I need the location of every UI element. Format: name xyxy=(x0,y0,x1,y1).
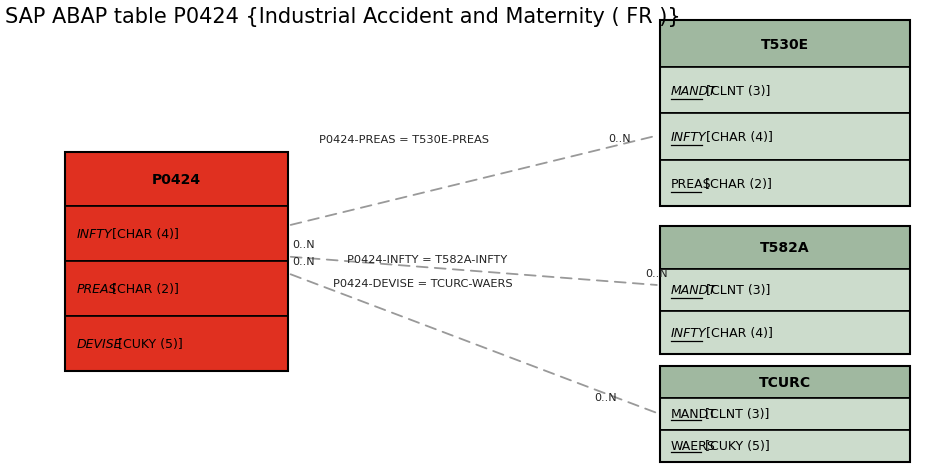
Text: P0424-DEVISE = TCURC-WAERS: P0424-DEVISE = TCURC-WAERS xyxy=(332,278,512,288)
FancyBboxPatch shape xyxy=(659,114,909,161)
Text: WAERS: WAERS xyxy=(670,439,715,452)
FancyBboxPatch shape xyxy=(65,262,288,317)
FancyBboxPatch shape xyxy=(65,317,288,371)
Text: [CHAR (2)]: [CHAR (2)] xyxy=(108,283,178,296)
FancyBboxPatch shape xyxy=(659,21,909,68)
Text: DEVISE: DEVISE xyxy=(76,337,122,350)
Text: PREAS: PREAS xyxy=(670,178,711,190)
Text: INFTY: INFTY xyxy=(670,131,705,144)
FancyBboxPatch shape xyxy=(659,430,909,462)
Text: [CLNT (3)]: [CLNT (3)] xyxy=(702,85,770,98)
Text: [CLNT (3)]: [CLNT (3)] xyxy=(700,407,768,421)
FancyBboxPatch shape xyxy=(659,269,909,312)
Text: 0..N: 0..N xyxy=(594,392,616,402)
Text: INFTY: INFTY xyxy=(76,228,111,241)
Text: INFTY: INFTY xyxy=(670,327,705,340)
FancyBboxPatch shape xyxy=(659,226,909,269)
Text: MANDT: MANDT xyxy=(670,284,715,297)
Text: [CHAR (4)]: [CHAR (4)] xyxy=(108,228,178,241)
Text: T582A: T582A xyxy=(759,240,809,255)
Text: SAP ABAP table P0424 {Industrial Accident and Maternity ( FR )}: SAP ABAP table P0424 {Industrial Acciden… xyxy=(5,7,679,27)
Text: P0424-INFTY = T582A-INFTY: P0424-INFTY = T582A-INFTY xyxy=(347,254,507,264)
Text: MANDT: MANDT xyxy=(670,85,715,98)
FancyBboxPatch shape xyxy=(65,207,288,262)
Text: 0..N: 0..N xyxy=(645,268,667,278)
Text: P0424: P0424 xyxy=(152,173,200,187)
Text: [CHAR (4)]: [CHAR (4)] xyxy=(702,327,772,340)
Text: 0..N: 0..N xyxy=(292,257,315,267)
FancyBboxPatch shape xyxy=(659,398,909,430)
Text: [CUKY (5)]: [CUKY (5)] xyxy=(700,439,769,452)
Text: [CHAR (2)]: [CHAR (2)] xyxy=(700,178,771,190)
FancyBboxPatch shape xyxy=(65,152,288,207)
FancyBboxPatch shape xyxy=(659,161,909,207)
FancyBboxPatch shape xyxy=(659,312,909,355)
Text: 0..N: 0..N xyxy=(292,240,315,250)
Text: T530E: T530E xyxy=(760,38,808,51)
Text: PREAS: PREAS xyxy=(76,283,116,296)
Text: [CHAR (4)]: [CHAR (4)] xyxy=(702,131,772,144)
FancyBboxPatch shape xyxy=(659,367,909,398)
Text: TCURC: TCURC xyxy=(758,376,810,389)
Text: 0..N: 0..N xyxy=(608,134,630,144)
Text: MANDT: MANDT xyxy=(670,407,716,421)
Text: [CUKY (5)]: [CUKY (5)] xyxy=(114,337,183,350)
Text: P0424-PREAS = T530E-PREAS: P0424-PREAS = T530E-PREAS xyxy=(319,135,488,145)
FancyBboxPatch shape xyxy=(659,68,909,114)
Text: [CLNT (3)]: [CLNT (3)] xyxy=(702,284,770,297)
